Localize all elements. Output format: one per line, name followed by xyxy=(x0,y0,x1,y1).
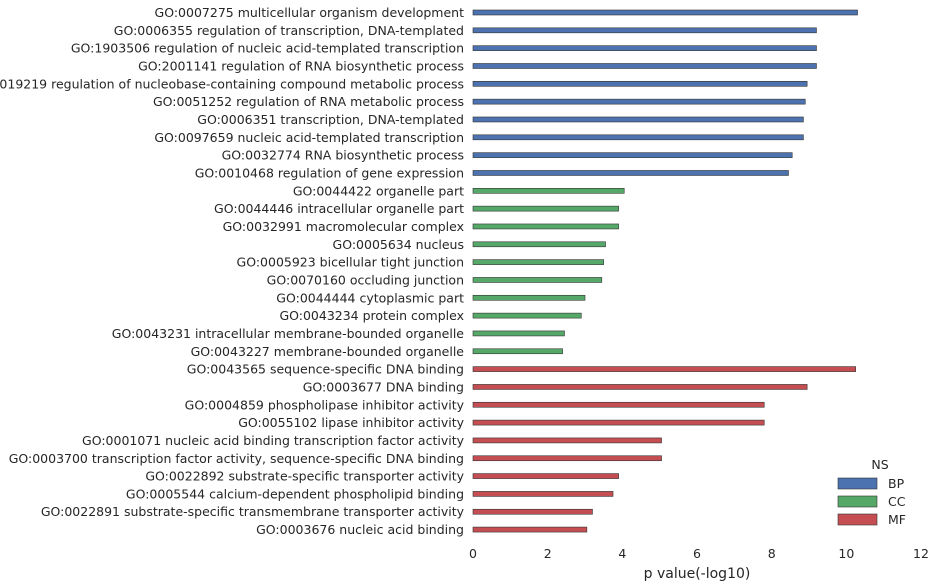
y-tick-label: GO:0005544 calcium-dependent phospholipi… xyxy=(126,486,464,501)
bar-cc xyxy=(472,205,619,212)
bar-mf xyxy=(472,491,614,497)
bar-mf xyxy=(472,473,619,479)
bars-layer xyxy=(472,9,858,533)
legend-items: BP CC MF xyxy=(837,476,906,527)
y-tick-label: GO:0044446 intracellular organelle part xyxy=(214,201,464,216)
x-tick-label: 12 xyxy=(913,546,929,561)
bar-bp xyxy=(472,81,808,87)
y-tick-label: GO:0006355 regulation of transcription, … xyxy=(114,23,464,38)
y-tick-label: GO:0032774 RNA biosynthetic process xyxy=(222,148,464,163)
legend: NS BP CC MF xyxy=(837,457,906,527)
x-tick-labels: 0 2 4 6 8 10 12 xyxy=(469,546,929,561)
bar-mf xyxy=(472,384,808,390)
bar-mf xyxy=(472,526,588,533)
bar-cc xyxy=(472,312,582,319)
y-tick-label: GO:0004859 phospholipase inhibitor activ… xyxy=(185,397,465,412)
y-tick-label: GO:0006351 transcription, DNA-templated xyxy=(197,112,464,127)
y-tick-label: GO:0043565 sequence-specific DNA binding xyxy=(187,362,464,377)
x-tick-label: 10 xyxy=(838,546,854,561)
bar-mf xyxy=(472,508,593,515)
bar-cc xyxy=(472,188,625,194)
bar-mf xyxy=(472,437,662,444)
legend-swatch-mf xyxy=(837,513,878,526)
bar-cc xyxy=(472,277,603,283)
legend-swatch-bp xyxy=(837,477,878,490)
legend-label-cc: CC xyxy=(888,494,906,509)
bar-bp xyxy=(472,116,804,123)
y-tick-label: GO:0043231 intracellular membrane-bounde… xyxy=(112,326,465,341)
y-tick-label: GO:0070160 occluding junction xyxy=(267,272,464,287)
y-tick-label: GO:0022892 substrate-specific transporte… xyxy=(145,469,464,484)
y-tick-label: GO:0044444 cytoplasmic part xyxy=(276,290,464,305)
bar-cc xyxy=(472,259,604,265)
bar-bp xyxy=(472,9,858,16)
y-tick-label: GO:0051252 regulation of RNA metabolic p… xyxy=(153,94,464,109)
x-tick-label: 4 xyxy=(618,546,626,561)
legend-swatch-cc xyxy=(837,495,878,508)
bar-bp xyxy=(472,170,789,176)
y-tick-label: GO:0003677 DNA binding xyxy=(303,379,464,394)
y-tick-label: GO:0007275 multicellular organism develo… xyxy=(155,5,465,20)
y-tick-label: GO:0044422 organelle part xyxy=(293,183,464,198)
y-tick-label: GO:0019219 regulation of nucleobase-cont… xyxy=(0,76,464,91)
bar-mf xyxy=(472,419,765,426)
y-tick-label: GO:0043227 membrane-bounded organelle xyxy=(191,344,465,359)
y-tick-label: GO:2001141 regulation of RNA biosyntheti… xyxy=(138,58,464,73)
x-axis-label: p value(-log10) xyxy=(644,566,751,582)
bar-cc xyxy=(472,294,586,301)
legend-label-bp: BP xyxy=(888,476,905,491)
bar-bp xyxy=(472,63,817,69)
legend-label-mf: MF xyxy=(888,512,906,527)
bar-cc xyxy=(472,241,606,248)
y-tick-label: GO:0055102 lipase inhibitor activity xyxy=(238,415,464,430)
y-tick-label: GO:1903506 regulation of nucleic acid-te… xyxy=(71,41,464,56)
x-tick-label: 2 xyxy=(544,546,552,561)
y-tick-label: GO:0001071 nucleic acid binding transcri… xyxy=(82,433,465,448)
bar-mf xyxy=(472,455,662,462)
y-tick-labels: GO:0007275 multicellular organism develo… xyxy=(0,5,465,537)
y-tick-label: GO:0010468 regulation of gene expression xyxy=(195,165,464,180)
x-tick-label: 0 xyxy=(469,546,477,561)
y-tick-label: GO:0005923 bicellular tight junction xyxy=(237,255,464,270)
y-tick-label: GO:0003676 nucleic acid binding xyxy=(256,522,464,537)
bar-bp xyxy=(472,98,806,105)
y-tick-label: GO:0043234 protein complex xyxy=(279,308,464,323)
y-tick-label: GO:0003700 transcription factor activity… xyxy=(9,451,464,466)
bar-cc xyxy=(472,348,563,355)
bar-bp xyxy=(472,45,817,51)
y-tick-label: GO:0005634 nucleus xyxy=(333,237,464,252)
bar-cc xyxy=(472,330,565,337)
y-tick-label: GO:0032991 macromolecular complex xyxy=(223,219,464,234)
bar-bp xyxy=(472,27,817,34)
bar-mf xyxy=(472,401,765,408)
bar-cc xyxy=(472,223,619,230)
bar-mf xyxy=(472,366,856,372)
bar-bp xyxy=(472,152,793,158)
y-tick-label: GO:0022891 substrate-specific transmembr… xyxy=(41,504,465,519)
x-tick-label: 8 xyxy=(768,546,776,561)
bar-bp xyxy=(472,134,804,141)
x-tick-label: 6 xyxy=(693,546,701,561)
legend-title: NS xyxy=(871,457,888,472)
y-tick-label: GO:0097659 nucleic acid-templated transc… xyxy=(154,130,464,145)
